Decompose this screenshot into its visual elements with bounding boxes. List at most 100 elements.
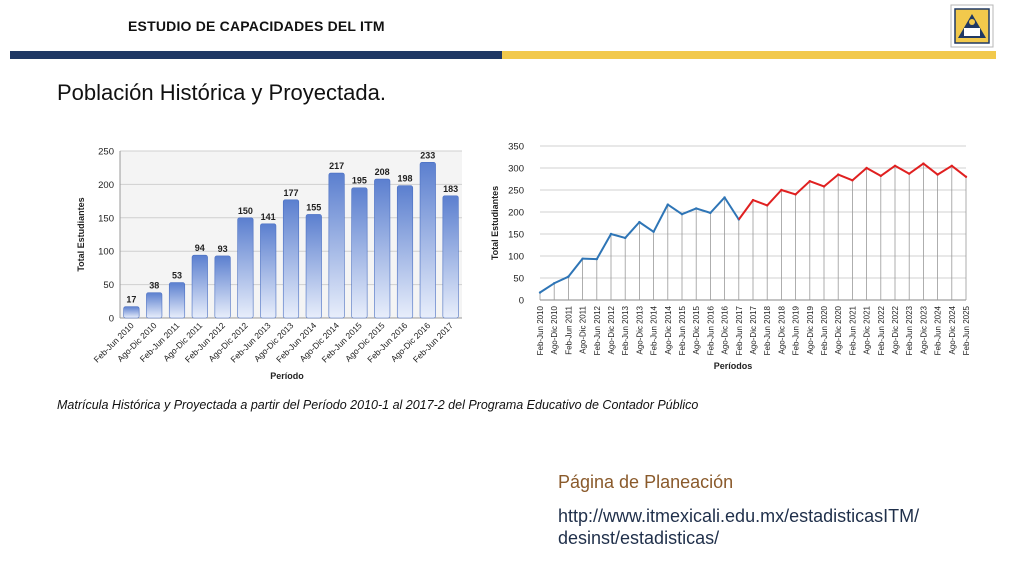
chart-caption: Matrícula Histórica y Proyectada a parti…: [57, 398, 699, 412]
projected-segment: [737, 199, 754, 221]
link-url-line-1[interactable]: http://www.itmexicali.edu.mx/estadistica…: [558, 506, 920, 526]
bar-data-label: 155: [306, 202, 321, 212]
line-x-tick-label: Ago-Dic 2017: [749, 305, 758, 354]
line-x-tick-label: Ago-Dic 2023: [919, 305, 928, 354]
historic-segment: [610, 233, 626, 239]
line-x-tick-label: Feb-Jun 2020: [820, 305, 829, 355]
line-y-tick-label: 300: [508, 164, 524, 175]
projected-segment: [823, 173, 839, 188]
line-x-tick-label: Feb-Jun 2017: [735, 305, 744, 355]
historic-segment: [553, 275, 569, 285]
projected-point: [964, 175, 968, 178]
line-x-tick-label: Ago-Dic 2018: [777, 305, 786, 354]
projected-segment: [766, 189, 783, 207]
bar-y-tick-label: 0: [109, 314, 114, 325]
historic-segment: [695, 207, 711, 214]
bar-data-label: 183: [443, 184, 458, 194]
line-y-tick-label: 150: [508, 230, 524, 241]
bar-data-label: 141: [261, 212, 276, 222]
line-x-tick-label: Ago-Dic 2022: [891, 305, 900, 354]
bar-data-label: 208: [375, 167, 390, 177]
bar-y-axis-label: Total Estudiantes: [76, 197, 86, 271]
line-x-tick-label: Ago-Dic 2014: [664, 305, 673, 354]
header-bar-blue: [10, 51, 502, 59]
bar: [442, 195, 459, 319]
historic-segment: [539, 282, 555, 294]
bar: [374, 178, 391, 319]
projected-segment: [922, 162, 939, 176]
bar: [260, 223, 277, 319]
bar: [191, 254, 208, 319]
bar-data-label: 198: [397, 174, 412, 184]
line-x-tick-label: Feb-Jun 2021: [848, 305, 857, 355]
bar: [351, 187, 368, 319]
line-x-tick-label: Ago-Dic 2016: [721, 305, 730, 354]
line-x-tick-label: Feb-Jun 2024: [934, 305, 943, 355]
bar: [168, 282, 186, 319]
bar: [419, 162, 436, 319]
line-x-tick-label: Feb-Jun 2010: [536, 305, 545, 355]
historic-segment: [652, 204, 669, 233]
line-x-tick-label: Ago-Dic 2020: [834, 305, 843, 354]
line-x-tick-label: Feb-Jun 2022: [877, 305, 886, 355]
header-bar-gold: [502, 51, 996, 59]
bar-data-label: 93: [218, 244, 228, 254]
bar-data-label: 217: [329, 161, 344, 171]
line-x-tick-label: Ago-Dic 2013: [635, 305, 644, 354]
bar: [237, 217, 254, 319]
bar-y-tick-label: 50: [103, 280, 114, 291]
bar-x-axis-label: Período: [270, 371, 304, 381]
historic-segment: [681, 207, 697, 216]
page-title: Población Histórica y Proyectada.: [57, 80, 386, 105]
bar-data-label: 38: [149, 281, 159, 291]
line-y-tick-label: 350: [508, 142, 524, 153]
historic-segment: [709, 196, 726, 214]
bar-data-label: 53: [172, 271, 182, 281]
header-title: ESTUDIO DE CAPACIDADES DEL ITM: [128, 18, 385, 34]
bar: [146, 292, 163, 319]
planning-page-link[interactable]: http://www.itmexicali.edu.mx/estadistica…: [558, 505, 978, 549]
projected-segment: [894, 164, 910, 175]
projected-segment: [837, 173, 853, 182]
line-x-tick-label: Feb-Jun 2014: [650, 305, 659, 355]
bar-data-label: 195: [352, 176, 367, 186]
line-y-tick-label: 250: [508, 186, 524, 197]
historic-segment: [567, 258, 584, 278]
line-x-tick-label: Feb-Jun 2018: [763, 305, 772, 355]
bar-y-tick-label: 150: [98, 213, 114, 224]
line-y-tick-label: 100: [508, 252, 524, 263]
bar: [396, 185, 414, 319]
line-x-tick-label: Feb-Jun 2013: [621, 305, 630, 355]
projected-segment: [752, 199, 768, 207]
link-url-line-2[interactable]: desinst/estadisticas/: [558, 528, 720, 548]
bar: [328, 172, 345, 319]
line-y-tick-label: 0: [519, 296, 524, 307]
projected-segment: [908, 162, 924, 175]
line-x-tick-label: Feb-Jun 2023: [905, 305, 914, 355]
line-x-tick-label: Ago-Dic 2012: [607, 305, 616, 354]
bar-data-label: 150: [238, 206, 253, 216]
line-x-tick-label: Feb-Jun 2019: [792, 305, 801, 355]
bar-y-tick-label: 200: [98, 180, 114, 191]
line-x-tick-label: Feb-Jun 2011: [564, 305, 573, 354]
line-x-tick-label: Ago-Dic 2024: [948, 305, 957, 354]
projected-segment: [851, 167, 868, 182]
line-y-tick-label: 200: [508, 208, 524, 219]
line-x-tick-label: Feb-Jun 2012: [593, 305, 602, 355]
bar-y-tick-label: 100: [98, 247, 114, 258]
projected-segment: [794, 180, 811, 196]
line-x-tick-label: Ago-Dic 2021: [863, 305, 872, 354]
bar-data-label: 17: [126, 295, 136, 305]
line-x-tick-label: Feb-Jun 2015: [678, 305, 687, 355]
bar: [282, 199, 300, 319]
bar: [123, 306, 140, 319]
line-y-axis-label: Total Estudiantes: [490, 186, 500, 260]
bar-data-label: 233: [420, 150, 435, 160]
projected-segment: [781, 189, 796, 196]
line-x-tick-label: Feb-Jun 2016: [706, 305, 715, 355]
line-x-axis-label: Períodos: [714, 361, 753, 371]
historic-segment: [667, 203, 683, 216]
projected-segment: [866, 167, 882, 177]
bar-y-tick-label: 250: [98, 147, 114, 158]
